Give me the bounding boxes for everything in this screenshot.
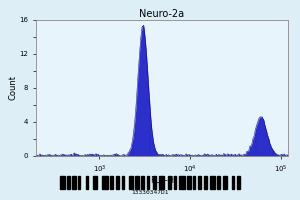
Bar bbox=[86, 176, 88, 189]
Bar bbox=[179, 176, 185, 189]
Bar bbox=[93, 176, 97, 189]
Bar bbox=[78, 176, 80, 189]
Bar bbox=[223, 176, 227, 189]
Title: Neuro-2a: Neuro-2a bbox=[140, 9, 184, 19]
Bar bbox=[237, 176, 240, 189]
Bar bbox=[187, 176, 191, 189]
Y-axis label: Count: Count bbox=[9, 75, 18, 100]
Bar bbox=[198, 176, 201, 189]
Bar bbox=[159, 176, 164, 189]
Bar bbox=[204, 176, 207, 189]
Bar bbox=[135, 176, 139, 189]
Bar bbox=[129, 176, 133, 189]
Bar bbox=[147, 176, 149, 189]
Bar bbox=[174, 176, 176, 189]
Bar bbox=[60, 176, 65, 189]
Bar bbox=[110, 176, 113, 189]
Bar bbox=[193, 176, 195, 189]
Bar bbox=[122, 176, 124, 189]
Bar bbox=[217, 176, 220, 189]
Bar bbox=[116, 176, 119, 189]
Bar bbox=[153, 176, 157, 189]
Bar bbox=[210, 176, 215, 189]
Bar bbox=[141, 176, 143, 189]
Bar bbox=[68, 176, 70, 189]
Bar bbox=[72, 176, 76, 189]
X-axis label: FL1-H: FL1-H bbox=[150, 176, 174, 185]
Text: 13330347D1: 13330347D1 bbox=[131, 190, 169, 195]
Bar bbox=[168, 176, 171, 189]
Bar bbox=[102, 176, 107, 189]
Bar bbox=[232, 176, 234, 189]
